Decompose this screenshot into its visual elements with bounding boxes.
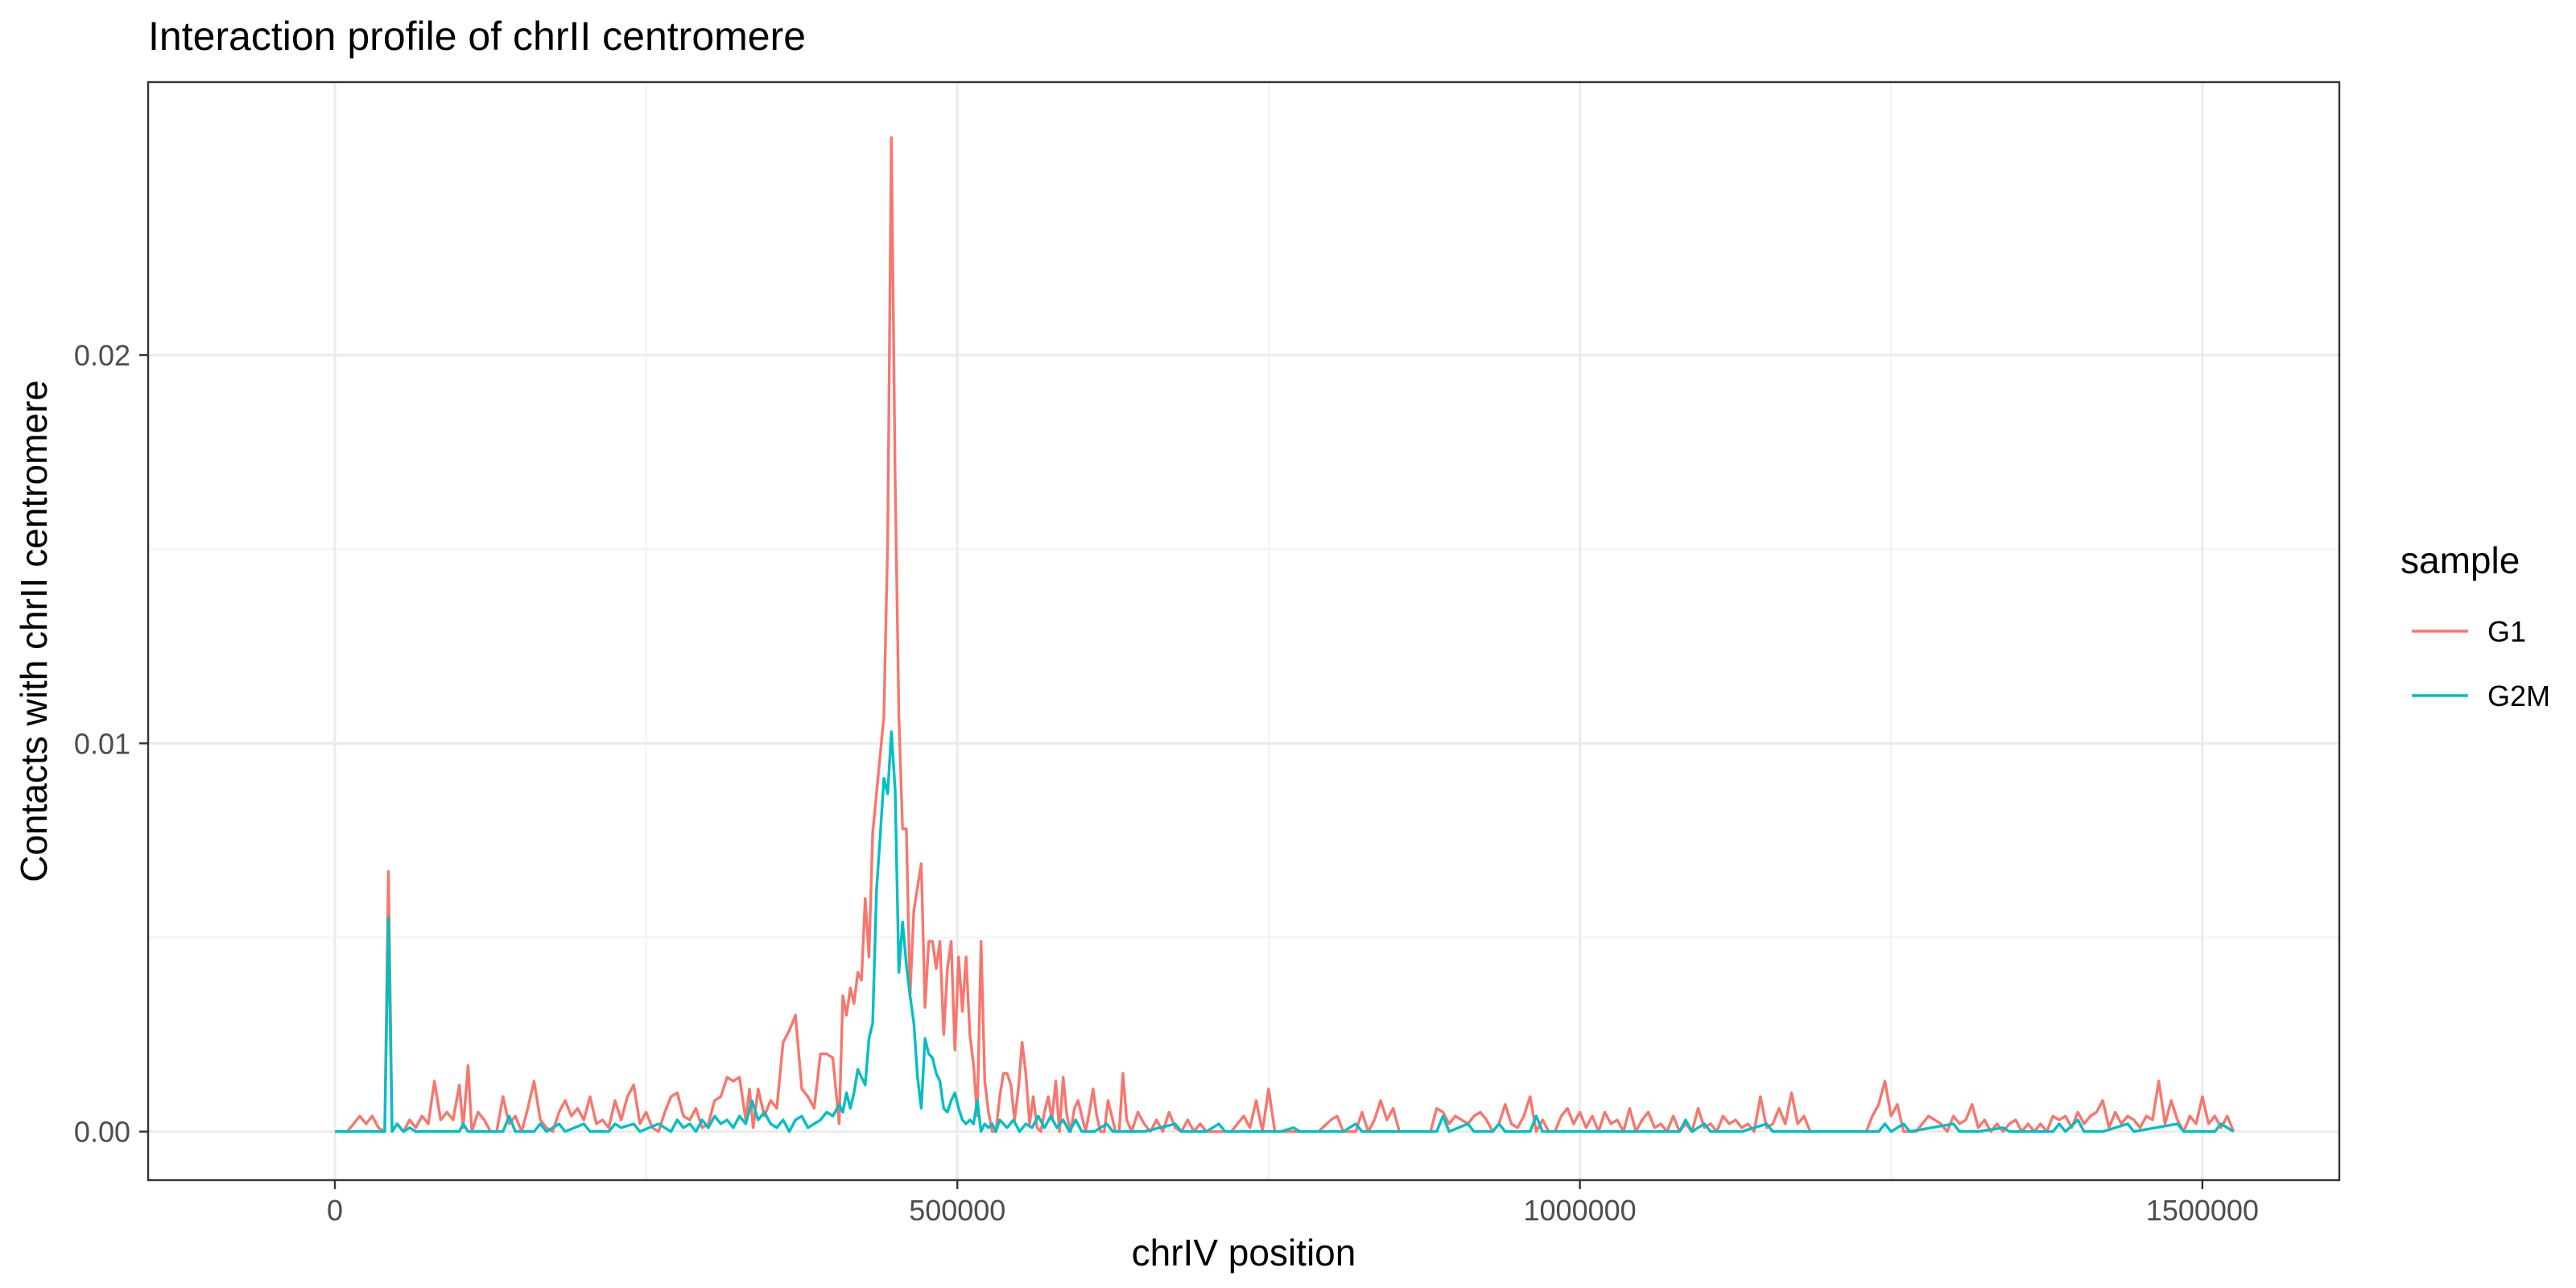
plot-panel-border — [147, 80, 2341, 1182]
legend: sample G1 G2M — [2401, 539, 2550, 712]
y-axis-title: Contacts with chrII centromere — [13, 380, 55, 882]
x-tick-label: 1500000 — [2146, 1194, 2259, 1227]
x-tick-label: 500000 — [909, 1194, 1005, 1227]
series-line-g2m — [335, 730, 2235, 1133]
y-tick-label: 0.00 — [74, 1116, 130, 1149]
legend-label-g2m: G2M — [2487, 679, 2550, 712]
y-tick-label: 0.01 — [74, 727, 130, 760]
x-tick-label: 0 — [327, 1194, 343, 1227]
y-tick-label: 0.02 — [74, 339, 130, 372]
series-lines — [335, 136, 2235, 1133]
legend-label-g1: G1 — [2487, 615, 2526, 648]
series-line-g1 — [335, 136, 2235, 1133]
axis-ticks: 0 500000 1000000 1500000 0.00 0.01 0.02 — [74, 339, 2259, 1227]
x-axis-title: chrIV position — [1132, 1232, 1356, 1274]
legend-title: sample — [2401, 539, 2520, 581]
chart-title: Interaction profile of chrII centromere — [148, 14, 806, 59]
x-tick-label: 1000000 — [1524, 1194, 1637, 1227]
